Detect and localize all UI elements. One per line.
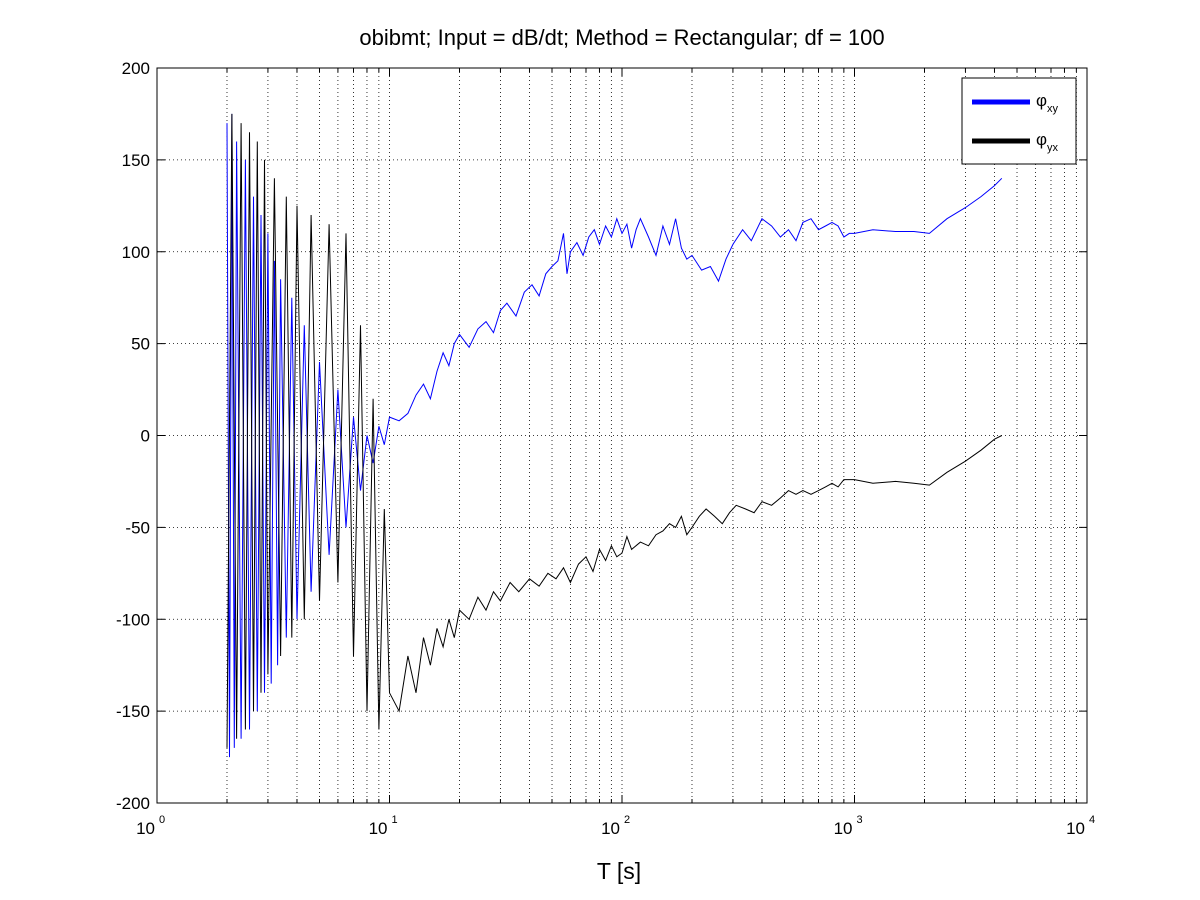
legend-box [961, 77, 1077, 165]
y-tick-label: 150 [122, 151, 150, 170]
x-tick-label: 10 [601, 819, 620, 838]
series-line-phi-xy [226, 113, 1003, 758]
y-tick-label: -150 [116, 702, 150, 721]
x-tick-label: 10 [369, 819, 388, 838]
y-tick-label: 50 [131, 335, 150, 354]
x-tick-exponent: 0 [159, 814, 165, 826]
chart-title: obibmt; Input = dB/dt; Method = Rectangu… [359, 25, 884, 50]
x-tick-exponent: 2 [624, 814, 630, 826]
y-tick-label: 0 [141, 427, 150, 446]
x-tick-exponent: 1 [392, 814, 398, 826]
x-axis-label: T [s] [597, 858, 641, 884]
legend: φxy φyx [961, 77, 1077, 165]
y-tick-label: -200 [116, 794, 150, 813]
series-lines [226, 113, 1003, 758]
x-tick-label: 10 [1066, 819, 1085, 838]
grid-lines [157, 68, 1087, 803]
y-tick-label: 200 [122, 59, 150, 78]
series-line-phi-yx [226, 113, 1003, 748]
y-tick-label: -100 [116, 610, 150, 629]
x-tick-label: 10 [136, 819, 155, 838]
x-tick-exponent: 3 [857, 814, 863, 826]
x-tick-label: 10 [834, 819, 853, 838]
x-tick-exponent: 4 [1089, 814, 1095, 826]
legend-label-phi-yx: φyx [1036, 130, 1059, 154]
y-tick-label: -50 [125, 518, 150, 537]
y-tick-label: 100 [122, 243, 150, 262]
legend-label-phi-xy: φxy [1036, 91, 1059, 115]
